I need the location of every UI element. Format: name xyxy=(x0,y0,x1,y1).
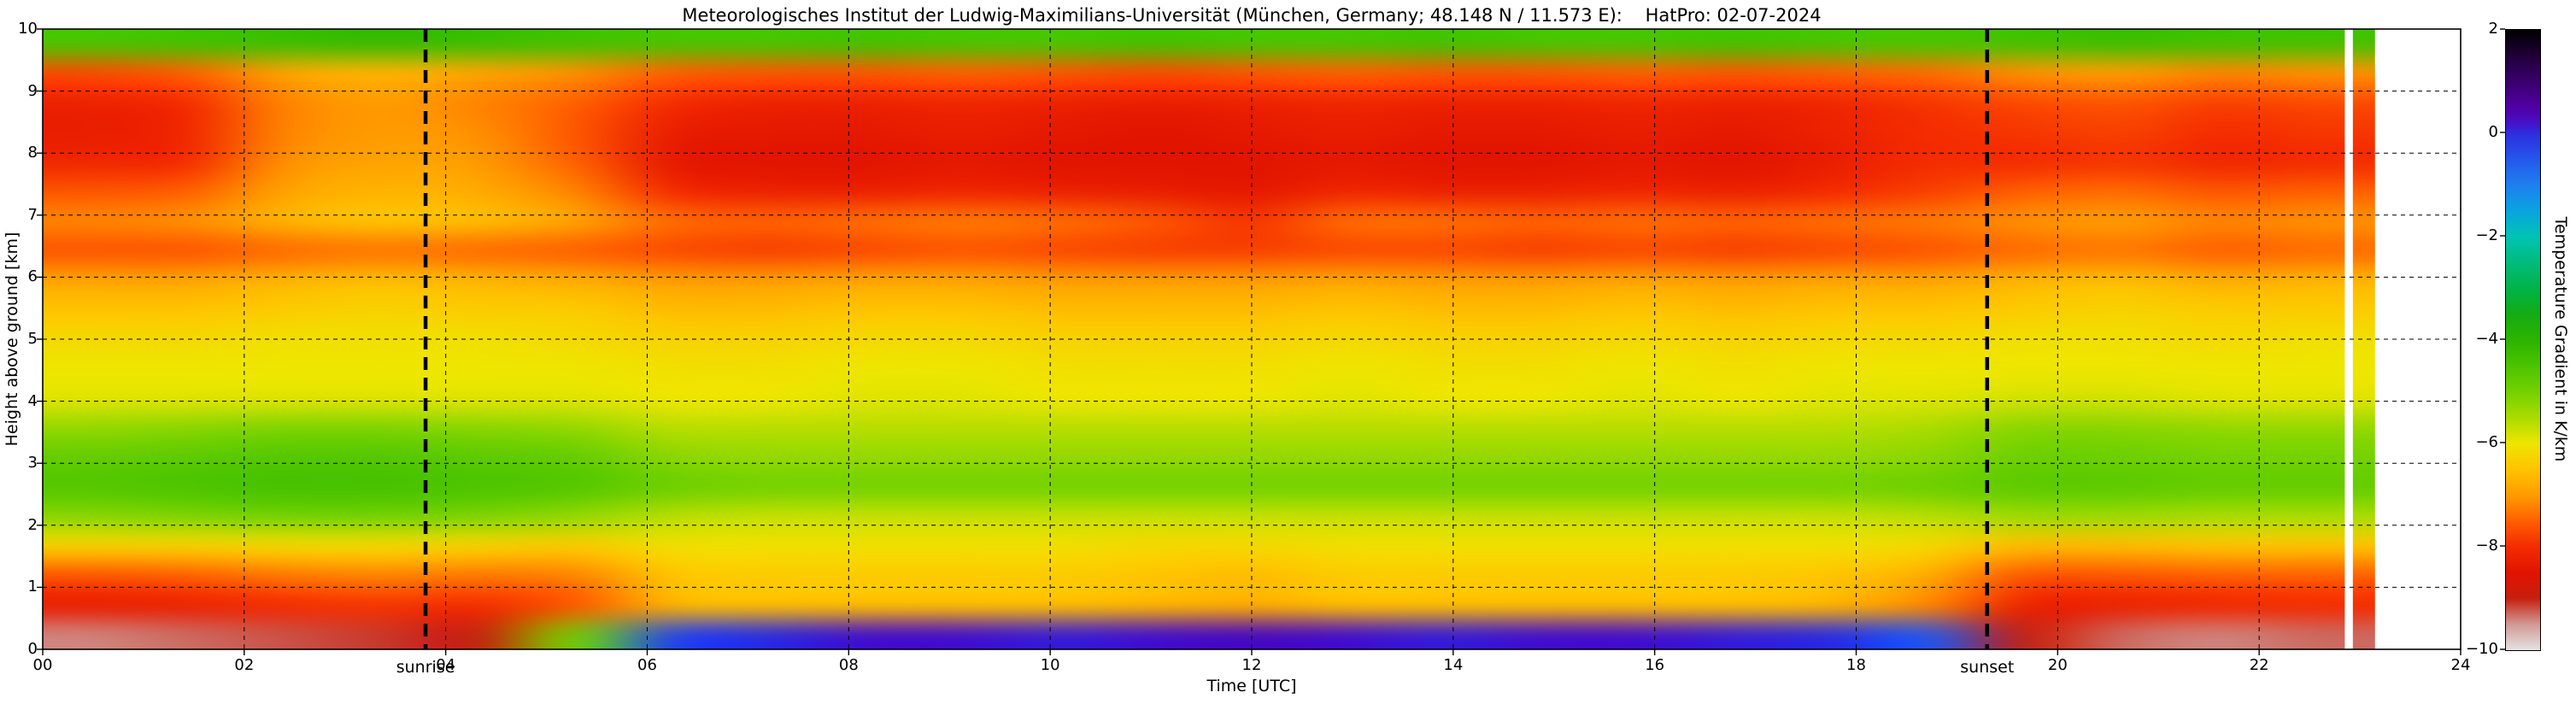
y-tick-label: 10 xyxy=(18,20,38,38)
y-tick-label: 6 xyxy=(27,267,38,286)
x-tick-label: 24 xyxy=(2450,656,2471,674)
x-tick-label: 10 xyxy=(1040,656,1060,674)
colorbar-tick-label: −8 xyxy=(2475,537,2498,554)
colorbar-label: Temperature Gradient in K/km xyxy=(2551,216,2570,462)
x-tick-label: 04 xyxy=(436,656,456,674)
x-tick-label: 18 xyxy=(1846,656,1866,674)
colorbar-tick-label: −2 xyxy=(2475,226,2498,244)
heatmap-canvas xyxy=(43,29,2461,649)
x-tick-label: 08 xyxy=(838,656,859,674)
colorbar xyxy=(2505,29,2541,651)
y-tick-label: 4 xyxy=(27,391,38,410)
x-tick-label: 00 xyxy=(32,656,53,674)
colorbar-tick-label: 0 xyxy=(2488,123,2498,141)
y-tick-label: 0 xyxy=(27,640,38,658)
y-tick-label: 7 xyxy=(27,205,38,224)
y-tick-label: 1 xyxy=(27,578,38,596)
y-tick-label: 3 xyxy=(27,454,38,472)
sunrise-label: sunrise xyxy=(396,658,455,677)
y-tick-label: 8 xyxy=(27,144,38,162)
y-tick-label: 2 xyxy=(27,515,38,534)
colorbar-tick-label: −4 xyxy=(2475,330,2498,348)
x-tick-label: 20 xyxy=(2047,656,2068,674)
y-tick-label: 9 xyxy=(27,81,38,100)
x-tick-label: 06 xyxy=(637,656,657,674)
colorbar-tick-label: 2 xyxy=(2488,20,2498,38)
x-tick-label: 22 xyxy=(2249,656,2269,674)
x-tick-label: 14 xyxy=(1443,656,1464,674)
x-tick-label: 12 xyxy=(1241,656,1262,674)
x-tick-label: 02 xyxy=(234,656,255,674)
x-axis-label: Time [UTC] xyxy=(1206,677,1297,695)
x-tick-label: 16 xyxy=(1645,656,1665,674)
y-tick-label: 5 xyxy=(27,330,38,348)
plot-title: Meteorologisches Institut der Ludwig-Max… xyxy=(682,5,1822,26)
sunset-label: sunset xyxy=(1960,658,2015,677)
colorbar-tick-label: −6 xyxy=(2475,433,2498,451)
colorbar-tick-label: −10 xyxy=(2466,640,2498,658)
